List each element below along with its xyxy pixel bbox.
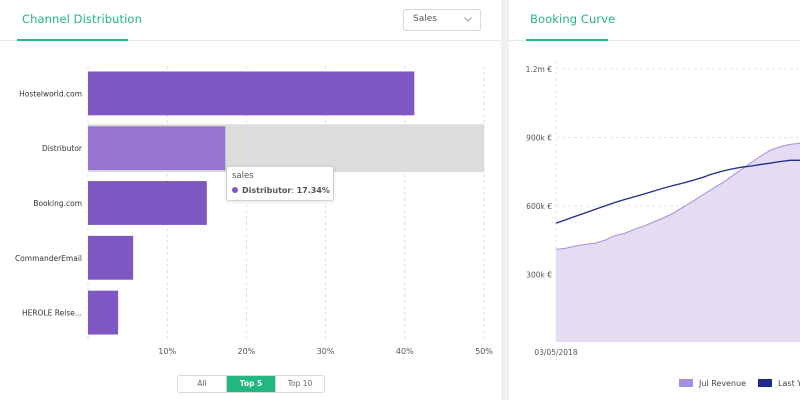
tooltip-title: sales <box>232 171 254 181</box>
panel-header: Booking Curve <box>509 0 800 41</box>
category-label: Hostelworld.com <box>19 89 82 98</box>
category-label: CommanderEmail <box>15 254 82 263</box>
legend-item[interactable]: Last Yea <box>758 378 800 388</box>
bar <box>88 235 134 280</box>
x-tick-label: 20% <box>238 347 256 356</box>
legend-label: Jul Revenue <box>699 379 747 388</box>
bar <box>88 71 415 116</box>
chevron-down-icon <box>464 17 472 22</box>
panel-header: Channel Distribution Sales <box>0 0 501 41</box>
chart-legend: Jul Revenue Last Yea <box>679 378 800 388</box>
legend-swatch <box>679 378 693 387</box>
bar <box>88 290 119 335</box>
tooltip-value: 17.34% <box>296 186 330 195</box>
booking-curve-chart: 1.2m € 900k € 600k € 300k € 03/05/2018 <box>526 60 800 357</box>
bar <box>88 181 207 225</box>
channel-distribution-panel: Channel Distribution Sales 10% 20% 30% 40% 5… <box>0 0 501 400</box>
category-label: Booking.com <box>33 199 82 208</box>
top-filter-toggle: All Top 5 Top 10 <box>177 375 325 393</box>
metric-select-value: Sales <box>413 14 437 24</box>
x-tick-label: 10% <box>158 347 176 356</box>
category-label: HEROLE Reise... <box>22 309 82 318</box>
chart-tooltip: sales Distributor: 17.34% <box>226 166 334 201</box>
channel-bar-chart: 10% 20% 30% 40% 50% Hostelworld.com Distributo… <box>15 66 493 356</box>
tooltip-row: Distributor: 17.34% <box>232 186 330 195</box>
metric-select[interactable]: Sales <box>403 9 481 31</box>
category-label: Distributor <box>42 144 83 153</box>
panel-title: Channel Distribution <box>22 12 142 26</box>
legend-item[interactable]: Jul Revenue <box>679 378 747 388</box>
booking-curve-panel: Booking Curve 1.2m € 900k € 600k € 300k € 03… <box>509 0 800 400</box>
line-last-year <box>555 159 800 224</box>
tooltip-label: Distributor <box>242 186 292 195</box>
active-title-underline <box>17 39 128 41</box>
bar <box>88 126 226 171</box>
filter-all-button[interactable]: All <box>178 376 227 392</box>
y-tick-label: 1.2m € <box>526 65 553 74</box>
x-tick-label: 03/05/2018 <box>534 348 577 357</box>
active-title-underline <box>526 39 608 41</box>
legend-label: Last Yea <box>778 379 800 388</box>
y-tick-label: 600k € <box>526 202 552 211</box>
x-tick-label: 50% <box>475 347 493 356</box>
filter-top5-button[interactable]: Top 5 <box>227 376 276 392</box>
x-tick-label: 30% <box>317 347 335 356</box>
y-tick-label: 900k € <box>526 134 552 143</box>
area-fill-jul-revenue <box>556 143 800 342</box>
x-tick-label: 40% <box>396 347 414 356</box>
panel-title: Booking Curve <box>530 12 616 26</box>
legend-swatch <box>758 378 773 387</box>
area-line-jul-revenue <box>555 142 800 250</box>
series-dot-icon <box>232 186 238 193</box>
y-tick-label: 300k € <box>526 271 552 280</box>
filter-top10-button[interactable]: Top 10 <box>287 379 313 388</box>
